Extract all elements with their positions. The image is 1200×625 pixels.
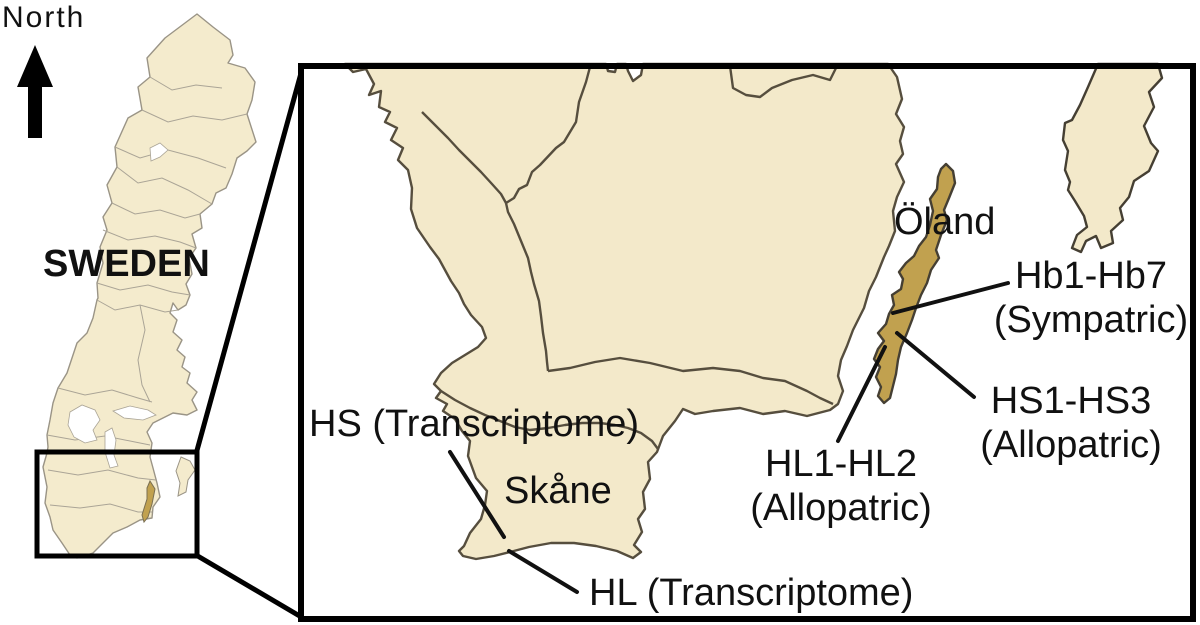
hb-sites-type: (Sympatric) [993,299,1189,341]
inset-map [298,62,1196,622]
hl1-sites-type: (Allopatric) [750,487,932,529]
site-pointer-lines [448,281,1010,594]
hl1-sites-label: HL1-HL2 (Allopatric) [731,442,951,530]
lake-vattern [104,427,119,469]
north-arrow-icon [17,45,53,138]
north-label: North [2,1,86,34]
inset-connector-line-top [193,65,306,455]
hs-pointer-line [448,450,506,539]
lake-vanern [67,404,101,444]
hb-sites-label: Hb1-Hb7 (Sympatric) [981,254,1200,342]
skane-label: Skåne [504,470,612,512]
hb-sites-name: Hb1-Hb7 [1014,255,1168,297]
hl1-sites-name: HL1-HL2 [764,443,918,485]
hs1-sites-name: HS1-HS3 [990,380,1152,422]
hl1-pointer-line [836,345,887,443]
hs-transcriptome-label: HS (Transcriptome) [309,403,640,445]
oland-small [141,479,156,524]
sweden-label: SWEDEN [43,243,210,285]
inset-mainland [343,62,906,561]
lake-storsjon [149,142,169,162]
sweden-landmass [42,13,257,559]
hl-pointer-line [507,549,579,594]
gotland-island [1061,62,1164,254]
inset-box-frame [298,63,1196,622]
hs1-pointer-line [895,331,976,399]
study-area-rect [34,449,200,559]
oland-label: Öland [894,201,996,243]
sweden-lakes [67,142,169,469]
hb-pointer-line [891,281,1010,315]
inset-connector-line-bottom [194,552,305,621]
inset-county-borders [421,65,839,450]
oland-island [872,162,957,405]
lake-malaren [112,405,157,421]
gotland-small [175,456,196,497]
overview-sweden-map [42,13,257,559]
hs1-sites-type: (Allopatric) [980,424,1162,466]
hs1-sites-label: HS1-HS3 (Allopatric) [961,379,1181,467]
hl-transcriptome-label: HL (Transcriptome) [589,572,914,614]
